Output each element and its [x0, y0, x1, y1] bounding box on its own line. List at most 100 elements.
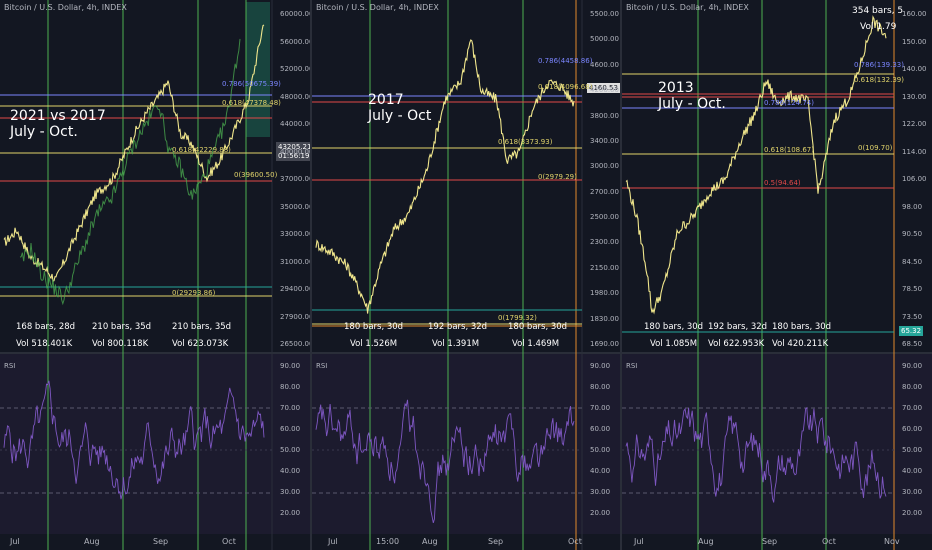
fib-label: 0.618(4096.68) — [538, 83, 593, 91]
price-axis-label: 3800.00 — [590, 111, 619, 120]
rsi-axis-label: 40.00 — [280, 467, 301, 475]
rsi-axis-label: 20.00 — [902, 509, 923, 517]
price-axis-label: 26500.00 — [280, 340, 314, 348]
rsi-series-line — [3, 380, 265, 500]
price-panel-bg — [622, 0, 932, 352]
fib-label: 0(1799.32) — [498, 314, 537, 322]
x-tick: Sep — [153, 537, 169, 546]
rsi-label: RSI — [626, 362, 638, 370]
x-tick: Oct — [822, 537, 836, 546]
segment-vol: Vol 1.469M — [512, 339, 560, 349]
fib-label: 0.786(139.33) — [854, 61, 904, 69]
pane-divider[interactable] — [310, 0, 312, 550]
x-tick: Jul — [328, 537, 338, 546]
chart-title-line1: 2021 vs 2017 — [10, 108, 106, 124]
price-axis-label: 2700.00 — [590, 187, 619, 196]
price-axis-label: 27900.00 — [280, 312, 314, 321]
rsi-panel-bg — [622, 354, 932, 534]
rsi-axis-label: 60.00 — [902, 425, 923, 433]
rsi-series-line — [315, 399, 575, 524]
top-note-bars: 354 bars, 5 — [852, 6, 904, 16]
price-axis-label: 4600.00 — [590, 60, 619, 69]
segment-bars: 210 bars, 35d — [92, 322, 152, 332]
price-axis-label: 33000.00 — [280, 230, 314, 238]
price-axis-label: 29400.00 — [280, 285, 314, 293]
fib-label: 0.618(3373.93) — [498, 138, 553, 146]
segment-bars: 168 bars, 28d — [16, 322, 76, 332]
price-axis-label: 160.00 — [902, 10, 927, 18]
rsi-axis-label: 90.00 — [590, 362, 611, 370]
price-axis-label: 37000.00 — [280, 175, 314, 183]
price-axis-label: 140.00 — [902, 65, 927, 73]
price-axis-label: 4200.00 — [590, 86, 619, 95]
fib-label: 0.5(94.64) — [764, 179, 801, 187]
fib-label: 0.618(47378.48) — [222, 99, 281, 107]
rsi-axis-label: 80.00 — [280, 383, 301, 391]
segment-bars: 180 bars, 30d — [644, 322, 704, 332]
rsi-axis-label: 70.00 — [280, 404, 301, 412]
x-tick: Oct — [222, 537, 236, 546]
rsi-axis-label: 20.00 — [590, 509, 611, 517]
rsi-series-line — [625, 406, 887, 503]
rsi-axis-label: 30.00 — [280, 488, 301, 496]
price-series-line — [625, 15, 887, 315]
rsi-axis-label: 40.00 — [902, 467, 923, 475]
fib-label: 0.618(108.67) — [764, 146, 814, 154]
x-tick: Aug — [422, 537, 438, 546]
fib-label: 0.786(50675.39) — [222, 80, 281, 88]
rsi-axis-label: 80.00 — [590, 383, 611, 391]
price-axis-label: 1690.00 — [590, 340, 619, 348]
segment-vol: Vol 623.073K — [172, 339, 229, 349]
price-plot-2017[interactable] — [312, 0, 620, 550]
rsi-axis-label: 80.00 — [902, 383, 923, 391]
chart-pane-2021[interactable]: Bitcoin / U.S. Dollar, 4h, INDEX 2021 vs… — [0, 0, 314, 550]
segment-bars: 210 bars, 35d — [172, 322, 232, 332]
fib-label: 0.618(132.39) — [854, 76, 904, 84]
price-axis-label: 3400.00 — [590, 136, 619, 145]
price-axis-label: 1980.00 — [590, 289, 619, 298]
rsi-axis-label: 90.00 — [902, 362, 923, 370]
price-axis-label: 84.50 — [902, 257, 923, 266]
current-price-tag: 4160.53 — [587, 83, 620, 93]
price-axis-label: 35000.00 — [280, 202, 314, 211]
price-axis-label: 150.00 — [902, 37, 927, 46]
rsi-axis-label: 90.00 — [280, 362, 301, 370]
rsi-axis-label: 70.00 — [902, 404, 923, 412]
rsi-axis-label: 20.00 — [280, 509, 301, 517]
rsi-axis-label: 30.00 — [590, 488, 611, 496]
x-tick: Aug — [698, 537, 714, 546]
rsi-axis-label: 50.00 — [590, 446, 611, 454]
price-axis-label: 56000.00 — [280, 37, 314, 46]
price-axis-label: 40000.00 — [280, 147, 314, 156]
price-axis-label: 5000.00 — [590, 35, 619, 44]
price-axis-label: 44000.00 — [280, 120, 314, 128]
price-axis-label: 130.00 — [902, 92, 927, 101]
rsi-axis-label: 50.00 — [902, 446, 923, 454]
chart-pane-2017[interactable]: Bitcoin / U.S. Dollar, 4h, INDEX 2017 Ju… — [312, 0, 620, 550]
rsi-axis-label: 60.00 — [590, 425, 611, 433]
fib-label: 0.786(4458.86) — [538, 57, 593, 65]
price-plot-2013[interactable] — [622, 0, 932, 550]
price-axis-label: 52000.00 — [280, 65, 314, 73]
price-plot-2021[interactable] — [0, 0, 310, 550]
segment-vol: Vol 1.526M — [350, 339, 398, 349]
price-axis-label: 2500.00 — [590, 213, 619, 222]
segment-bars: 192 bars, 32d — [708, 322, 768, 332]
segment-vol: Vol 420.211K — [772, 339, 829, 349]
segment-vol: Vol 800.118K — [92, 339, 149, 349]
fib-label: 0.618(42229.88) — [172, 146, 231, 154]
fib-label: 0(2979.29) — [538, 173, 577, 181]
x-tick: Nov — [884, 537, 900, 546]
fib-label: 0(29293.86) — [172, 289, 216, 297]
pane-divider[interactable] — [620, 0, 622, 550]
segment-vol: Vol 1.391M — [432, 339, 480, 349]
fib-label: 0(39600.50) — [234, 171, 278, 179]
chart-pane-2013[interactable]: Bitcoin / U.S. Dollar, 4h, INDEX 2013 Ju… — [622, 0, 932, 550]
price-axis-label: 1830.00 — [590, 314, 619, 323]
overlay-2017-series — [19, 38, 241, 306]
x-tick: 15:00 — [376, 537, 400, 546]
chart-title-line2: July - Oct — [368, 108, 432, 124]
segment-bars: 180 bars, 30d — [344, 322, 404, 332]
price-axis-label: 98.00 — [902, 202, 923, 211]
rsi-label: RSI — [316, 362, 328, 370]
